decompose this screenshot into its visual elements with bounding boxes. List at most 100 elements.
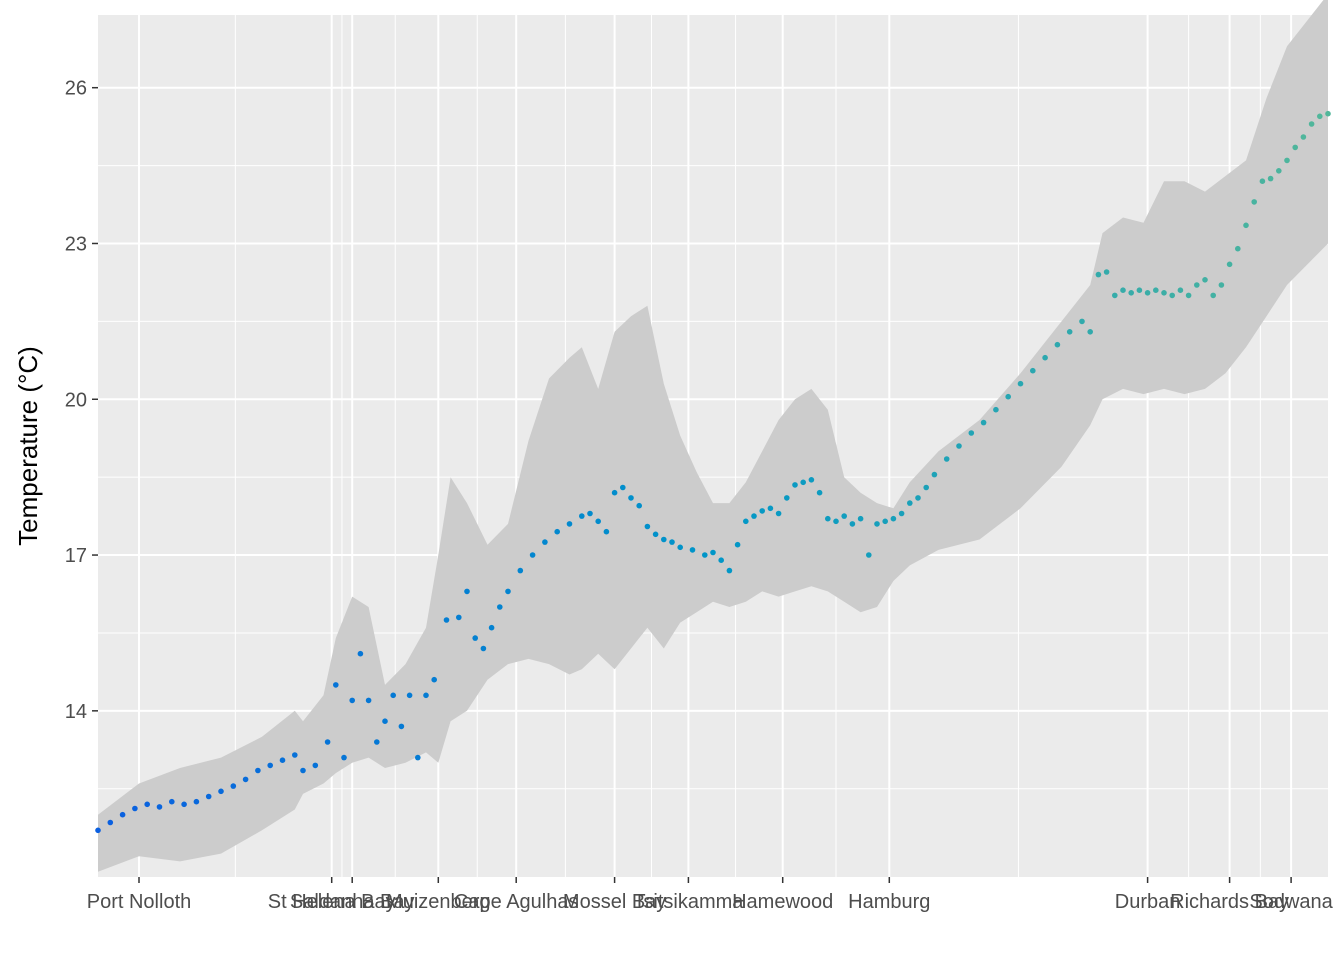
data-point: [956, 443, 962, 449]
data-point: [349, 697, 356, 704]
data-point: [636, 502, 642, 509]
data-point: [775, 510, 782, 517]
data-point: [1292, 144, 1298, 151]
data-point: [1161, 290, 1167, 296]
data-point: [841, 513, 847, 519]
data-point: [943, 456, 950, 462]
data-point: [1194, 282, 1200, 288]
data-point: [689, 547, 696, 553]
data-point: [1267, 175, 1274, 182]
data-point: [595, 518, 601, 525]
data-point: [300, 767, 306, 774]
data-point: [505, 588, 511, 595]
data-point: [1259, 178, 1266, 184]
data-point: [230, 783, 237, 789]
data-point: [1235, 245, 1241, 252]
data-point: [644, 523, 651, 530]
data-point: [1308, 121, 1315, 127]
data-point: [825, 515, 831, 522]
data-point: [718, 557, 724, 563]
data-point: [1169, 292, 1175, 299]
x-tick-label: Mossel Bay: [563, 891, 666, 913]
x-tick-label: Hamburg: [848, 891, 930, 913]
data-point: [993, 406, 999, 413]
data-point: [312, 762, 319, 769]
data-point: [279, 757, 286, 763]
data-point: [398, 723, 405, 730]
data-point: [915, 495, 921, 501]
data-point: [456, 614, 462, 621]
x-tick-label: Saldanha Bay: [290, 891, 415, 913]
data-point: [107, 819, 114, 826]
data-point: [566, 521, 573, 527]
data-point: [242, 776, 249, 783]
data-point: [980, 419, 987, 426]
data-point: [1300, 134, 1307, 140]
data-point: [169, 798, 175, 805]
data-point: [1202, 277, 1208, 283]
data-point: [181, 801, 187, 808]
x-tick-label: Muizenberg: [386, 891, 491, 913]
data-point: [1226, 261, 1233, 268]
data-point: [816, 489, 823, 496]
data-point: [382, 718, 388, 724]
x-tick-label: Port Nolloth: [87, 891, 192, 913]
data-point: [406, 692, 413, 699]
data-points: [95, 110, 1331, 834]
data-point: [542, 539, 548, 545]
y-tick-label: 26: [65, 78, 87, 100]
data-point: [1317, 113, 1323, 120]
data-point: [849, 521, 856, 527]
data-point: [1087, 329, 1093, 335]
y-axis: 14 17 20 23 26: [65, 78, 98, 723]
x-tick-label: St Helena Bay: [268, 891, 396, 913]
data-point: [866, 552, 872, 558]
data-point: [1095, 271, 1102, 278]
data-point: [292, 752, 298, 758]
data-point: [1136, 287, 1143, 294]
data-point: [652, 531, 659, 538]
data-point: [365, 697, 372, 704]
data-point: [751, 513, 757, 519]
y-axis-title: Temperature (°C): [13, 346, 43, 546]
data-point: [661, 536, 667, 543]
data-point: [857, 515, 864, 522]
data-point: [1276, 168, 1282, 174]
data-point: [517, 567, 524, 574]
data-point: [119, 811, 126, 818]
data-point: [1144, 290, 1151, 296]
data-point: [907, 500, 913, 506]
data-point: [968, 430, 975, 436]
data-point: [587, 510, 593, 517]
confidence-ribbon: [98, 0, 1328, 872]
y-tick-label: 14: [65, 701, 87, 723]
data-point: [267, 762, 274, 769]
data-point: [218, 788, 224, 795]
y-tick-label: 23: [65, 233, 87, 255]
data-point: [1005, 393, 1011, 400]
data-point: [1103, 269, 1110, 275]
y-tick-label: 17: [65, 545, 87, 567]
data-point: [1066, 329, 1073, 335]
data-point: [1017, 380, 1024, 387]
data-point: [1112, 292, 1118, 299]
data-point: [1210, 292, 1216, 299]
data-point: [669, 539, 675, 545]
data-point: [488, 624, 495, 631]
data-point: [1054, 341, 1061, 348]
data-point: [333, 682, 339, 688]
data-point: [1153, 287, 1159, 294]
data-point: [1177, 287, 1184, 294]
data-point: [784, 495, 790, 501]
data-point: [1325, 110, 1331, 117]
data-point: [1243, 222, 1249, 229]
data-point: [628, 495, 634, 501]
data-point: [890, 515, 897, 522]
data-point: [443, 617, 450, 623]
x-tick-label: Hamewood: [732, 891, 833, 913]
data-point: [792, 482, 798, 488]
data-point: [1079, 318, 1085, 325]
data-point: [156, 804, 163, 810]
data-point: [1185, 292, 1192, 299]
